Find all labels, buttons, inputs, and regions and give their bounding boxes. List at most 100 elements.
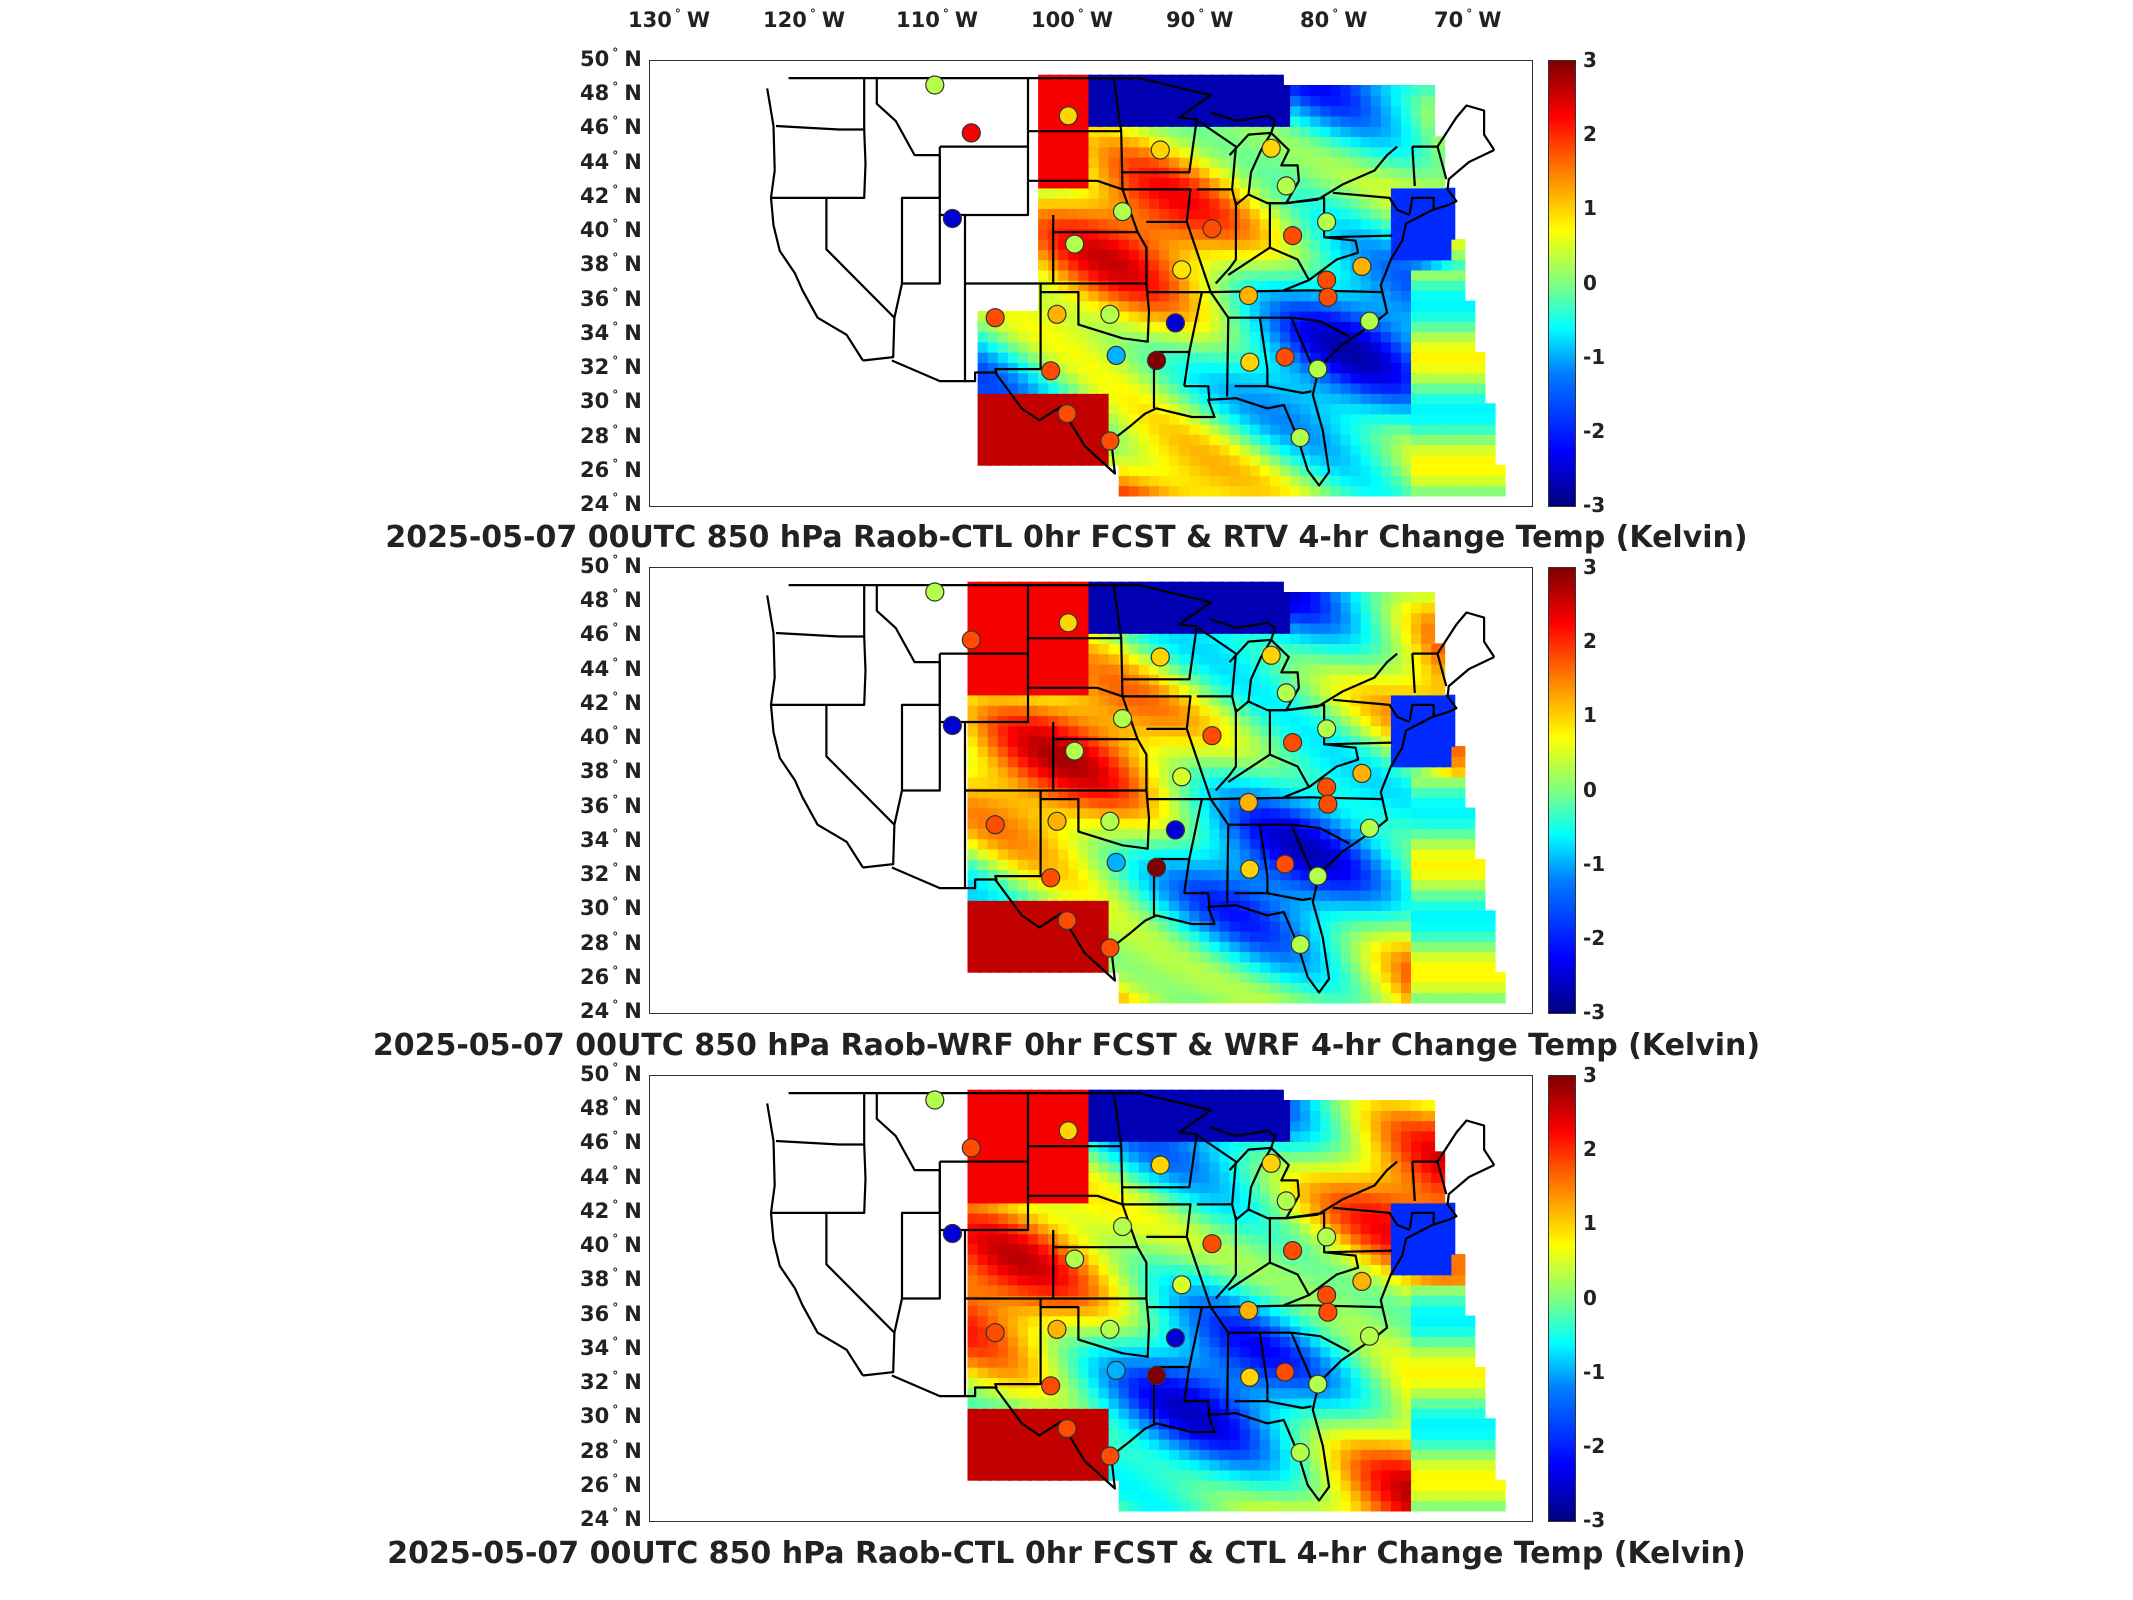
field-cell — [1189, 1367, 1204, 1378]
field-cell — [1370, 413, 1385, 425]
field-cell — [1421, 930, 1436, 942]
field-cell — [1431, 828, 1446, 840]
field-cell — [1380, 817, 1395, 829]
field-cell — [1451, 1387, 1466, 1399]
field-cell — [1249, 382, 1264, 394]
field-cell — [1411, 663, 1425, 675]
field-cell — [1199, 362, 1214, 374]
field-cell — [1159, 228, 1173, 240]
field-cell — [1421, 1346, 1436, 1358]
field-cell — [1028, 592, 1042, 603]
field-cell — [1058, 663, 1073, 675]
field-cell — [1179, 1397, 1194, 1409]
field-cell — [1431, 1418, 1446, 1430]
field-cell — [1350, 971, 1365, 983]
field-cell — [1108, 239, 1123, 250]
field-cell — [1340, 372, 1355, 384]
field-cell — [1199, 208, 1214, 220]
field-cell — [1138, 971, 1153, 983]
field-cell — [1350, 444, 1365, 456]
field-cell — [1028, 382, 1042, 394]
field-cell — [1360, 146, 1375, 158]
field-cell — [1179, 382, 1194, 394]
field-cell — [1370, 290, 1385, 302]
field-cell — [1219, 1500, 1234, 1512]
field-cell — [1441, 889, 1456, 901]
field-cell — [1431, 1387, 1446, 1399]
field-cell — [1290, 828, 1305, 840]
field-cell — [1330, 331, 1345, 343]
field-cell — [1219, 694, 1234, 706]
field-cell — [1239, 249, 1254, 261]
field-cell — [1108, 269, 1123, 281]
field-cell — [1118, 146, 1133, 158]
field-cell — [1461, 485, 1476, 497]
field-cell — [1239, 951, 1254, 963]
field-cell — [1259, 393, 1274, 404]
field-cell — [1058, 694, 1073, 706]
field-cell — [1219, 1438, 1234, 1450]
field-cell — [1159, 1356, 1173, 1368]
field-cell — [1078, 115, 1093, 127]
field-cell — [1048, 228, 1063, 240]
field-cell — [1350, 239, 1365, 250]
field-cell — [1411, 310, 1425, 322]
field-cell — [1038, 1305, 1053, 1317]
field-cell — [1390, 187, 1405, 199]
field-cell — [1290, 372, 1305, 384]
raob-station-marker — [1261, 645, 1281, 665]
raob-station-marker — [985, 308, 1005, 328]
field-cell — [1380, 746, 1395, 757]
field-cell — [1028, 951, 1042, 963]
field-cell — [1108, 423, 1123, 435]
field-cell — [1249, 1408, 1264, 1419]
field-cell — [1068, 643, 1083, 655]
field-cell — [1169, 633, 1184, 644]
field-cell — [987, 910, 1002, 922]
field-cell — [1300, 1367, 1315, 1378]
field-cell — [1078, 1315, 1093, 1327]
field-cell — [1370, 464, 1385, 476]
field-cell — [1088, 746, 1103, 757]
field-cell — [1280, 961, 1294, 973]
field-cell — [1310, 971, 1325, 983]
field-cell — [1219, 704, 1234, 716]
field-cell — [1330, 1428, 1345, 1440]
raob-station-marker — [925, 582, 945, 602]
field-cell — [1401, 889, 1415, 901]
field-cell — [1128, 228, 1143, 240]
field-cell — [1028, 900, 1042, 911]
field-cell — [1340, 971, 1355, 983]
field-cell — [1159, 725, 1173, 737]
field-cell — [1229, 992, 1244, 1004]
field-cell — [1007, 807, 1022, 819]
field-cell — [1199, 1490, 1214, 1502]
latitude-label: 44 ° N — [580, 1163, 642, 1189]
field-cell — [1360, 889, 1375, 901]
field-cell — [1209, 612, 1224, 624]
field-cell — [1290, 115, 1305, 127]
field-cell — [1179, 982, 1194, 994]
field-cell — [1441, 310, 1456, 322]
field-cell — [1401, 177, 1415, 189]
field-cell — [1390, 1428, 1405, 1440]
field-cell — [1350, 694, 1365, 706]
field-cell — [1310, 612, 1325, 624]
field-cell — [1229, 290, 1244, 302]
field-cell — [1310, 1346, 1325, 1358]
field-cell — [1370, 1377, 1385, 1389]
field-cell — [1360, 1418, 1375, 1430]
field-cell — [1209, 1336, 1224, 1348]
field-cell — [1411, 1449, 1425, 1461]
field-cell — [1118, 592, 1133, 603]
field-cell — [1017, 331, 1032, 343]
field-cell — [1219, 951, 1234, 963]
field-cell — [967, 930, 982, 942]
field-cell — [1028, 787, 1042, 799]
field-cell — [1149, 951, 1163, 963]
field-cell — [1380, 249, 1395, 261]
field-cell — [1421, 1387, 1436, 1399]
field-cell — [1149, 1397, 1163, 1409]
field-cell — [1350, 674, 1365, 686]
field-cell — [1128, 1490, 1143, 1502]
